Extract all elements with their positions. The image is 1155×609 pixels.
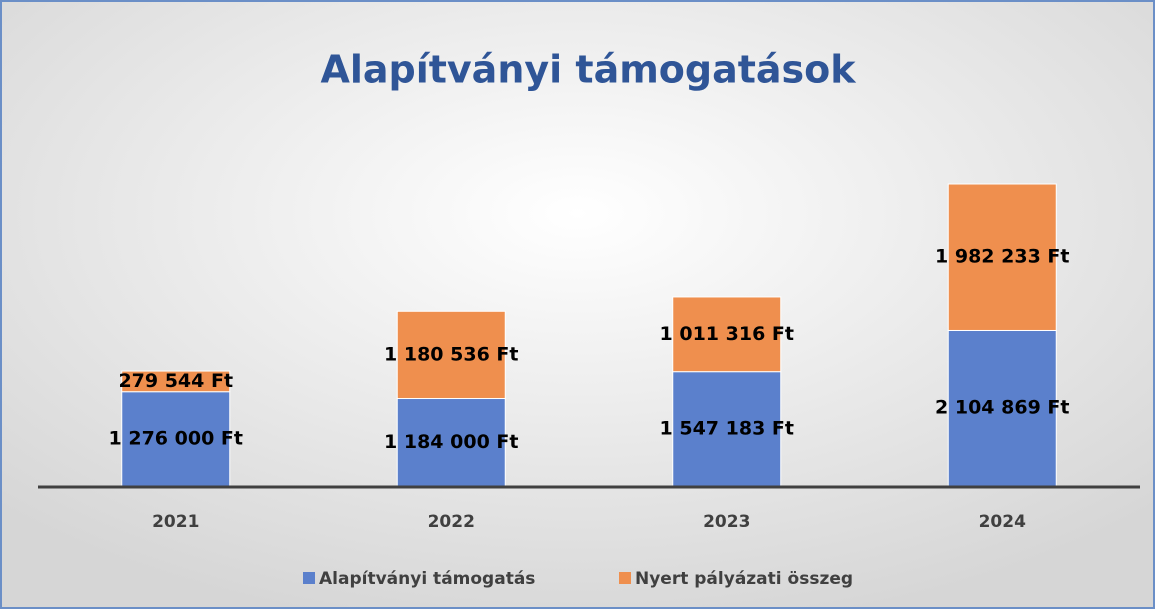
x-tick-label: 2022 <box>428 512 475 532</box>
data-label: 1 276 000 Ft <box>109 427 243 449</box>
data-label: 279 544 Ft <box>118 370 233 392</box>
data-label: 1 011 316 Ft <box>660 323 794 345</box>
chart-title: Alapítványi támogatások <box>320 48 856 92</box>
bar-segment <box>947 329 1057 487</box>
legend-swatch <box>619 572 631 584</box>
x-tick-label: 2021 <box>152 512 199 532</box>
data-label: 2 104 869 Ft <box>935 397 1069 419</box>
data-label: 1 982 233 Ft <box>935 246 1069 268</box>
legend-label: Alapítványi támogatás <box>319 569 535 589</box>
bar-segment <box>396 310 506 400</box>
data-label: 1 184 000 Ft <box>384 431 518 453</box>
data-label: 1 547 183 Ft <box>660 417 794 439</box>
bar-segment <box>121 370 231 393</box>
x-tick-label: 2024 <box>979 512 1026 532</box>
bar-segment <box>396 398 506 487</box>
bar-segment <box>947 183 1057 331</box>
bar-segment <box>672 296 782 373</box>
legend-label: Nyert pályázati összeg <box>635 569 853 589</box>
x-tick-label: 2023 <box>703 512 750 532</box>
data-label: 1 180 536 Ft <box>384 343 518 365</box>
bar-segment <box>121 391 231 487</box>
legend-swatch <box>303 572 315 584</box>
